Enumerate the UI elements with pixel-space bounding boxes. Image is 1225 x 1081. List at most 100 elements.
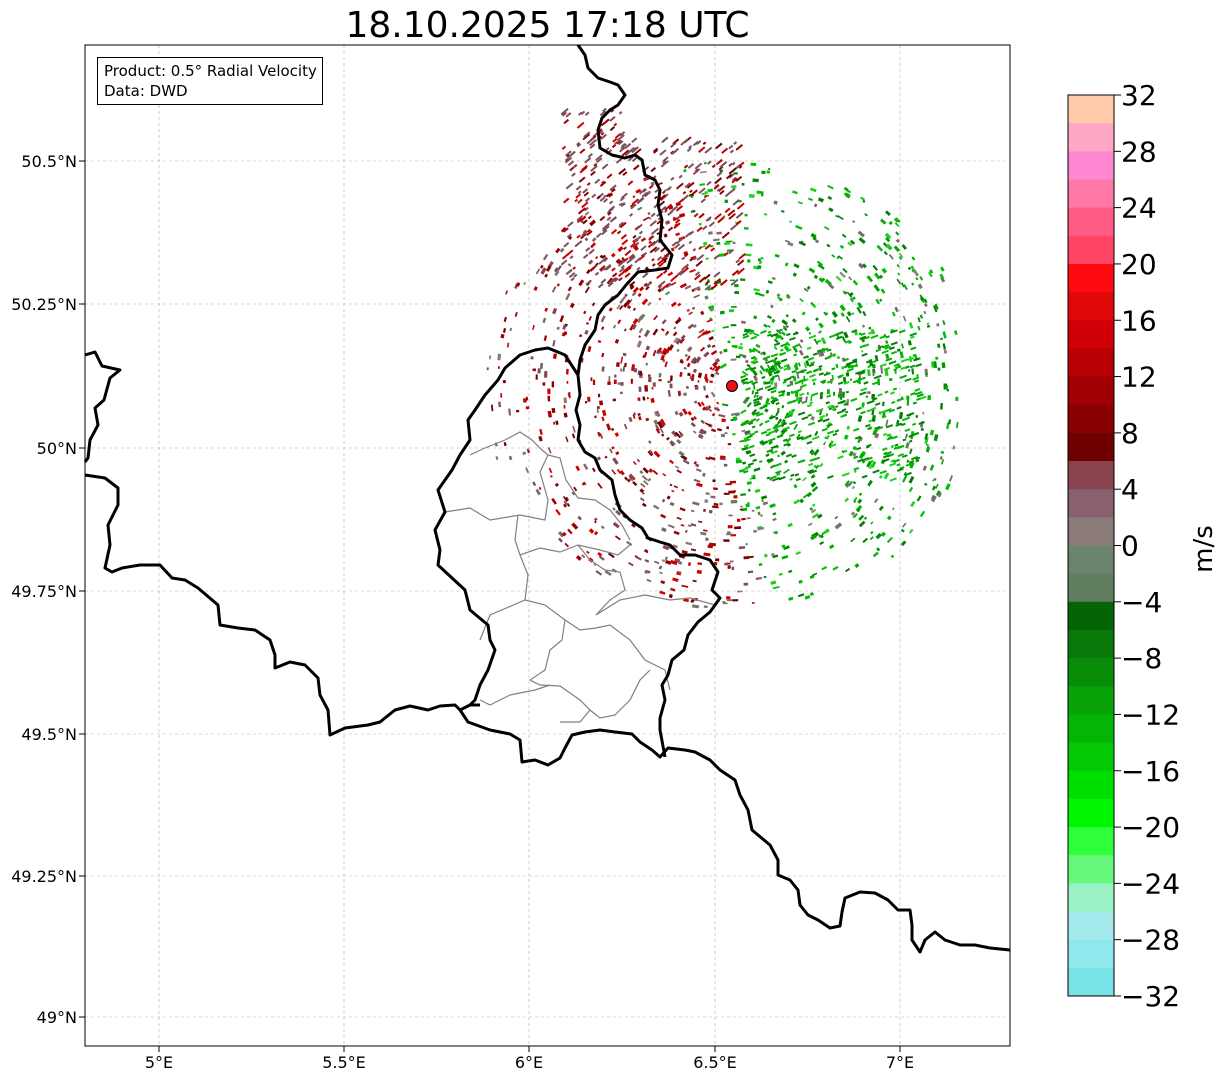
- velocity-echo: [795, 392, 799, 396]
- velocity-echo: [915, 277, 919, 281]
- velocity-echo: [681, 263, 690, 271]
- velocity-echo: [697, 372, 703, 379]
- velocity-echo: [822, 418, 830, 423]
- velocity-echo: [652, 382, 656, 387]
- velocity-echo: [713, 502, 719, 507]
- velocity-echo: [644, 385, 649, 392]
- velocity-echo: [844, 567, 851, 573]
- velocity-echo: [563, 405, 566, 409]
- velocity-echo: [535, 374, 538, 380]
- velocity-echo: [669, 375, 673, 382]
- velocity-echo: [692, 579, 697, 583]
- velocity-echo: [620, 192, 628, 199]
- velocity-echo: [565, 112, 572, 118]
- velocity-echo: [859, 344, 866, 349]
- velocity-echo: [812, 352, 819, 356]
- velocity-echo: [600, 278, 607, 284]
- velocity-echo: [821, 427, 828, 432]
- velocity-echo: [615, 362, 620, 368]
- velocity-echo: [794, 473, 800, 477]
- velocity-echo: [837, 215, 844, 221]
- velocity-echo: [768, 368, 777, 374]
- velocity-echo: [872, 469, 880, 474]
- velocity-echo: [828, 443, 837, 448]
- velocity-echo: [600, 315, 606, 323]
- velocity-echo: [908, 439, 913, 443]
- velocity-echo: [637, 397, 641, 402]
- velocity-echo: [556, 326, 560, 331]
- velocity-echo: [500, 333, 505, 339]
- velocity-echo: [583, 206, 589, 212]
- velocity-echo: [678, 212, 686, 218]
- velocity-echo: [667, 389, 671, 397]
- velocity-echo: [777, 328, 783, 333]
- velocity-echo: [834, 405, 839, 409]
- velocity-echo: [751, 425, 756, 429]
- velocity-echo: [773, 531, 777, 534]
- velocity-echo: [728, 248, 735, 255]
- velocity-echo: [886, 436, 894, 441]
- velocity-echo: [761, 351, 767, 356]
- velocity-echo: [876, 547, 881, 552]
- velocity-echo: [744, 419, 749, 424]
- velocity-echo: [791, 318, 797, 324]
- velocity-echo: [645, 362, 649, 366]
- velocity-echo: [748, 555, 754, 559]
- velocity-echo: [819, 350, 825, 357]
- velocity-echo: [770, 304, 774, 309]
- velocity-echo: [818, 277, 825, 283]
- velocity-echo: [863, 516, 868, 520]
- velocity-echo: [847, 480, 853, 487]
- colorbar-tick-label: −16: [1121, 755, 1180, 788]
- velocity-echo: [731, 306, 737, 308]
- colorbar-segment: [1068, 179, 1114, 209]
- velocity-echo: [661, 433, 665, 437]
- velocity-echo: [731, 336, 735, 339]
- velocity-echo: [527, 450, 531, 454]
- velocity-echo: [886, 515, 892, 521]
- velocity-echo: [741, 320, 746, 324]
- velocity-echo: [899, 374, 908, 380]
- velocity-echo: [833, 391, 836, 396]
- velocity-echo: [686, 362, 691, 368]
- velocity-echo: [827, 195, 833, 201]
- velocity-echo: [665, 291, 671, 296]
- velocity-echo: [632, 318, 639, 325]
- lon-tick-label: 5.5°E: [322, 1053, 366, 1072]
- velocity-echo: [602, 198, 609, 203]
- velocity-echo: [676, 516, 682, 521]
- velocity-echo: [547, 388, 551, 395]
- velocity-echo: [562, 227, 569, 233]
- velocity-echo: [848, 340, 853, 344]
- velocity-echo: [859, 335, 867, 340]
- velocity-echo: [566, 502, 571, 507]
- velocity-echo: [732, 433, 736, 436]
- velocity-echo: [760, 351, 764, 356]
- velocity-echo: [584, 400, 588, 404]
- velocity-echo: [874, 402, 881, 406]
- colorbar-segment: [1068, 967, 1114, 997]
- velocity-echo: [807, 522, 813, 527]
- lat-tick-label: 50.25°N: [11, 295, 77, 314]
- velocity-echo: [896, 419, 900, 425]
- velocity-echo: [665, 282, 672, 289]
- velocity-echo: [740, 422, 748, 427]
- velocity-echo: [638, 327, 644, 334]
- velocity-echo: [754, 291, 761, 296]
- velocity-echo: [656, 272, 664, 280]
- velocity-echo: [816, 513, 823, 519]
- velocity-echo: [679, 337, 685, 344]
- lat-tick-label: 49.75°N: [11, 582, 77, 601]
- velocity-echo: [818, 372, 824, 376]
- velocity-echo: [799, 339, 804, 343]
- velocity-echo: [639, 313, 646, 320]
- velocity-echo: [600, 133, 607, 140]
- velocity-echo: [662, 283, 670, 290]
- velocity-echo: [749, 453, 756, 458]
- velocity-echo: [841, 472, 850, 477]
- velocity-echo: [721, 231, 730, 239]
- velocity-echo: [693, 478, 701, 483]
- velocity-echo: [807, 356, 815, 361]
- velocity-echo: [764, 385, 772, 390]
- velocity-echo: [563, 397, 568, 404]
